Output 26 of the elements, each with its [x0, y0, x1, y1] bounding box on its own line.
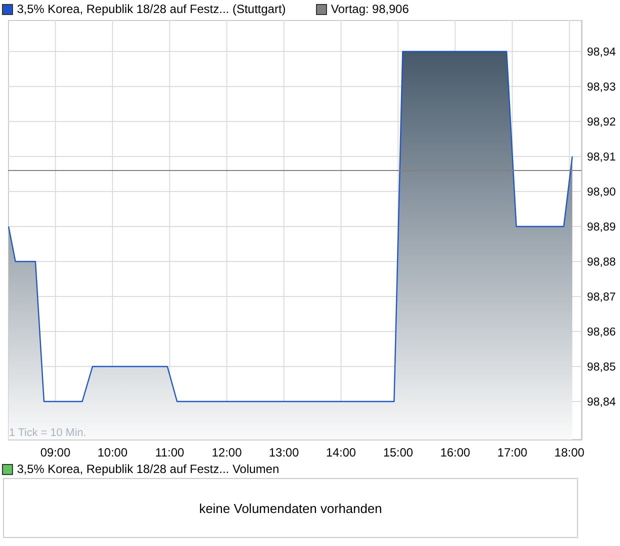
x-tick-label: 11:00 — [155, 446, 185, 460]
y-tick-label: 98,87 — [587, 292, 616, 304]
annotation: 1 Tick = 10 Min. — [9, 427, 86, 439]
y-tick-label: 98,94 — [587, 46, 616, 59]
y-tick-label: 98,90 — [587, 186, 616, 199]
y-tick-label: 98,91 — [587, 152, 616, 164]
y-tick-label: 98,86 — [587, 326, 616, 339]
y-tick-label: 98,89 — [587, 222, 616, 234]
x-tick-label: 18:00 — [554, 446, 585, 460]
legend-label: Vortag: 98,906 — [330, 2, 409, 16]
x-tick-label: 16:00 — [440, 446, 471, 460]
x-tick-label: 17:00 — [497, 446, 528, 460]
x-tick-label: 12:00 — [212, 446, 242, 460]
y-tick-label: 98,88 — [587, 256, 616, 269]
x-tick-label: 14:00 — [326, 446, 356, 460]
y-tick-label: 98,85 — [587, 362, 616, 374]
text: keine Volumendaten vorhanden — [199, 500, 382, 516]
x-tick-label: 15:00 — [383, 446, 414, 460]
y-tick-label: 98,84 — [587, 396, 616, 409]
text: 3,5% Korea, Republik 18/28 auf Festz... Volumen — [17, 462, 280, 476]
y-tick-label: 98,93 — [587, 82, 616, 94]
x-tick-label: 13:00 — [268, 446, 300, 460]
legend-label: 3,5% Korea, Republik 18/28 auf Festz... (Stuttgart) — [17, 2, 286, 16]
x-tick-label: 09:00 — [40, 446, 71, 460]
y-tick-label: 98,92 — [587, 116, 616, 129]
x-tick-label: 10:00 — [98, 446, 128, 460]
